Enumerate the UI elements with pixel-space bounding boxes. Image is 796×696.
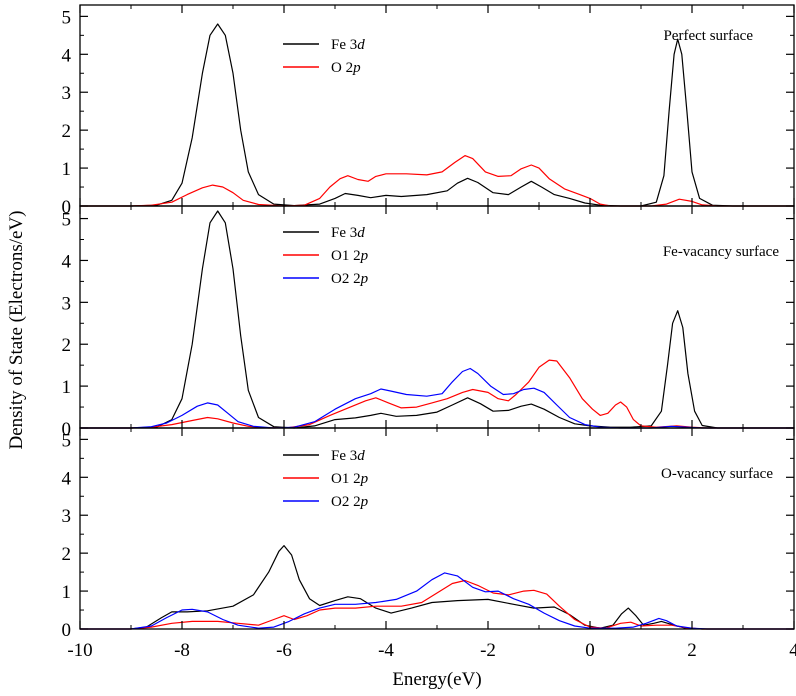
panel-title: Fe-vacancy surface (663, 244, 780, 260)
series-line-1 (80, 210, 794, 429)
x-tick-label: -4 (378, 640, 394, 661)
series-line-3 (80, 367, 794, 429)
legend-label: O2 2p (331, 494, 369, 510)
y-tick-label: 5 (62, 7, 72, 28)
legend-label: O2 2p (331, 271, 369, 287)
y-tick-label: 2 (62, 121, 72, 142)
x-tick-label: 4 (789, 640, 796, 661)
y-tick-label: 0 (62, 419, 72, 440)
x-tick-labels: -10 -8 -6 -4 -2 0 2 4 (67, 640, 796, 661)
legend-label: O1 2p (331, 248, 369, 264)
y-tick-label: 5 (62, 430, 72, 451)
y-tick-label: 4 (62, 251, 72, 272)
series-line-1 (80, 23, 794, 207)
x-tick-label: -2 (480, 640, 496, 661)
y-tick-label: 5 (62, 210, 72, 231)
legend-label: O 2p (331, 60, 361, 76)
x-tick-label: 0 (585, 640, 595, 661)
y-axis-title: Density of State (Electrons/eV) (6, 210, 27, 449)
y-tick-label: 0 (62, 620, 72, 641)
panel-3: 0 1 2 3 4 5 Fe 3d O1 2p O2 2p O-vacancy surface (62, 427, 795, 641)
series-line-2 (80, 579, 794, 630)
x-tick-label: -8 (174, 640, 190, 661)
legend-label: Fe 3d (331, 37, 365, 53)
x-axis-title: Energy(eV) (392, 669, 481, 690)
series-line-2 (80, 155, 794, 207)
panel-1: 0 1 2 3 4 5 Fe 3d O 2p Perfect surface (62, 4, 795, 218)
y-tick-label: 1 (62, 377, 72, 398)
panel-frame (79, 427, 795, 630)
y-tick-label: 3 (62, 506, 72, 527)
x-tick-label: -10 (67, 640, 92, 661)
legend-label: O1 2p (331, 471, 369, 487)
legend-label: Fe 3d (331, 448, 365, 464)
x-tick-label: 2 (687, 640, 697, 661)
y-tick-label: 4 (62, 45, 72, 66)
y-tick-label: 3 (62, 83, 72, 104)
y-tick-label: 1 (62, 159, 72, 180)
panel-title: Perfect surface (663, 28, 753, 44)
legend-label: Fe 3d (331, 225, 365, 241)
y-tick-label: 0 (62, 197, 72, 218)
y-tick-label: 2 (62, 544, 72, 565)
series-line-3 (80, 572, 794, 630)
panel-title: O-vacancy surface (661, 466, 773, 482)
y-tick-label: 4 (62, 468, 72, 489)
series-line-2 (80, 359, 794, 429)
panels-group: 0 1 2 3 4 5 Fe 3d O 2p Perfect surface 0 1 2 3 4 5 Fe 3… (62, 4, 795, 641)
x-tick-label: -6 (276, 640, 292, 661)
panel-2: 0 1 2 3 4 5 Fe 3d O1 2p O2 2p Fe-vacancy surface (62, 205, 795, 440)
y-tick-label: 1 (62, 582, 72, 603)
series-line-1 (80, 545, 794, 630)
y-tick-label: 2 (62, 335, 72, 356)
y-tick-label: 3 (62, 293, 72, 314)
